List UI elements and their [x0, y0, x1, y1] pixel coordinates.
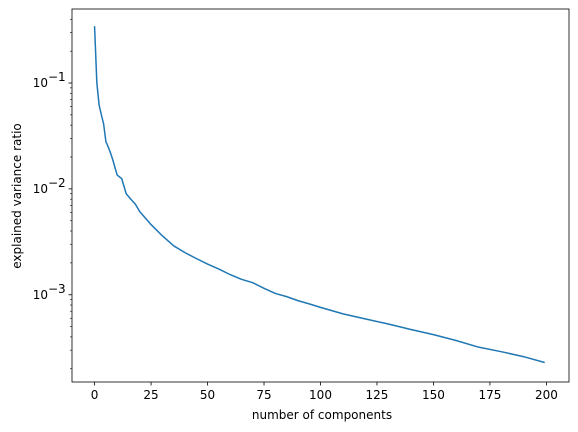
x-tick-label-100: 100	[309, 388, 332, 402]
y-tick-label-1: 10	[33, 182, 48, 196]
x-tick-label-200: 200	[535, 388, 558, 402]
y-tick-label-2: 10	[33, 76, 48, 90]
y-tick-exponent-2: −1	[48, 70, 66, 84]
x-tick-label-150: 150	[422, 388, 445, 402]
y-tick-label-0: 10	[33, 288, 48, 302]
axes-frame	[71, 8, 570, 383]
y-tick-exponent-0: −3	[48, 282, 66, 296]
x-tick-label-0: 0	[91, 388, 99, 402]
x-tick-label-175: 175	[478, 388, 501, 402]
x-tick-label-125: 125	[366, 388, 389, 402]
series-line-0	[93, 25, 545, 364]
x-tick-label-75: 75	[256, 388, 271, 402]
plot-area	[93, 25, 545, 364]
y-axis-label: explained variance ratio	[10, 123, 24, 268]
x-tick-label-25: 25	[143, 388, 158, 402]
x-axis-label: number of components	[252, 408, 392, 422]
x-tick-label-50: 50	[200, 388, 215, 402]
y-tick-exponent-1: −2	[48, 176, 66, 190]
